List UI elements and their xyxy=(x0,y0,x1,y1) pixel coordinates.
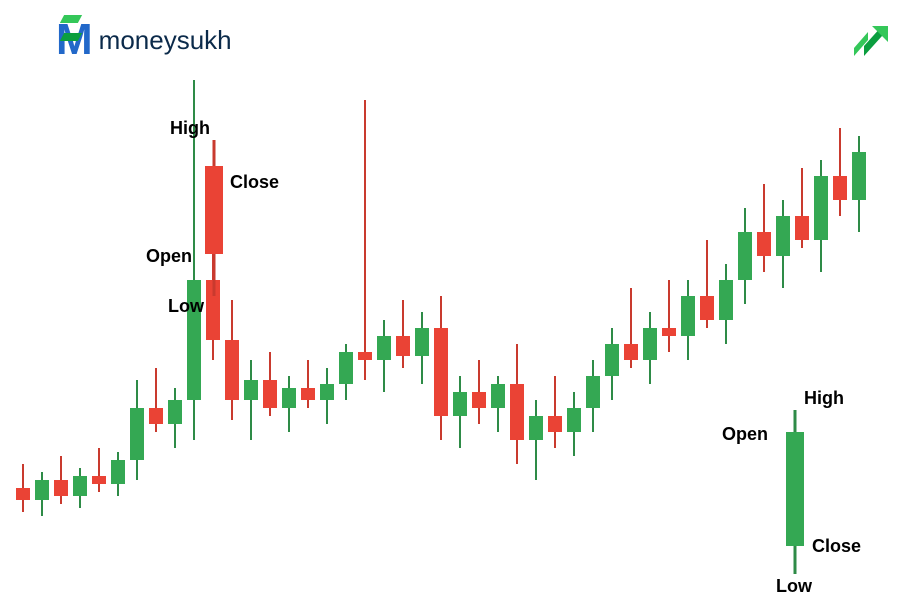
annotation-red-close: Close xyxy=(230,172,279,193)
candle xyxy=(700,0,714,600)
candle xyxy=(396,0,410,600)
candle xyxy=(73,0,87,600)
candle xyxy=(567,0,581,600)
candle xyxy=(814,0,828,600)
candle xyxy=(624,0,638,600)
candle xyxy=(301,0,315,600)
candle xyxy=(852,0,866,600)
candle xyxy=(339,0,353,600)
example-candle-red xyxy=(205,0,223,600)
candle xyxy=(358,0,372,600)
candle xyxy=(244,0,258,600)
annotation-red-open: Open xyxy=(146,246,192,267)
candle xyxy=(111,0,125,600)
candle xyxy=(586,0,600,600)
candle xyxy=(225,0,239,600)
candle xyxy=(757,0,771,600)
candle xyxy=(472,0,486,600)
annotation-green-high: High xyxy=(804,388,844,409)
candle xyxy=(738,0,752,600)
candle xyxy=(662,0,676,600)
candle xyxy=(529,0,543,600)
candle xyxy=(415,0,429,600)
candle xyxy=(377,0,391,600)
candle xyxy=(282,0,296,600)
annotation-green-low: Low xyxy=(776,576,812,597)
candle xyxy=(833,0,847,600)
candle xyxy=(35,0,49,600)
annotation-green-open: Open xyxy=(722,424,768,445)
candle xyxy=(510,0,524,600)
annotation-red-low: Low xyxy=(168,296,204,317)
candle xyxy=(16,0,30,600)
candle xyxy=(263,0,277,600)
example-candle-green xyxy=(786,0,804,600)
candle xyxy=(681,0,695,600)
candle xyxy=(548,0,562,600)
annotation-green-close: Close xyxy=(812,536,861,557)
candle xyxy=(130,0,144,600)
candle xyxy=(434,0,448,600)
candle xyxy=(719,0,733,600)
candle xyxy=(643,0,657,600)
candle xyxy=(453,0,467,600)
candle xyxy=(54,0,68,600)
candle xyxy=(92,0,106,600)
candle xyxy=(149,0,163,600)
candle xyxy=(605,0,619,600)
annotation-red-high: High xyxy=(170,118,210,139)
candle xyxy=(320,0,334,600)
candlestick-chart xyxy=(0,0,900,600)
candle xyxy=(491,0,505,600)
